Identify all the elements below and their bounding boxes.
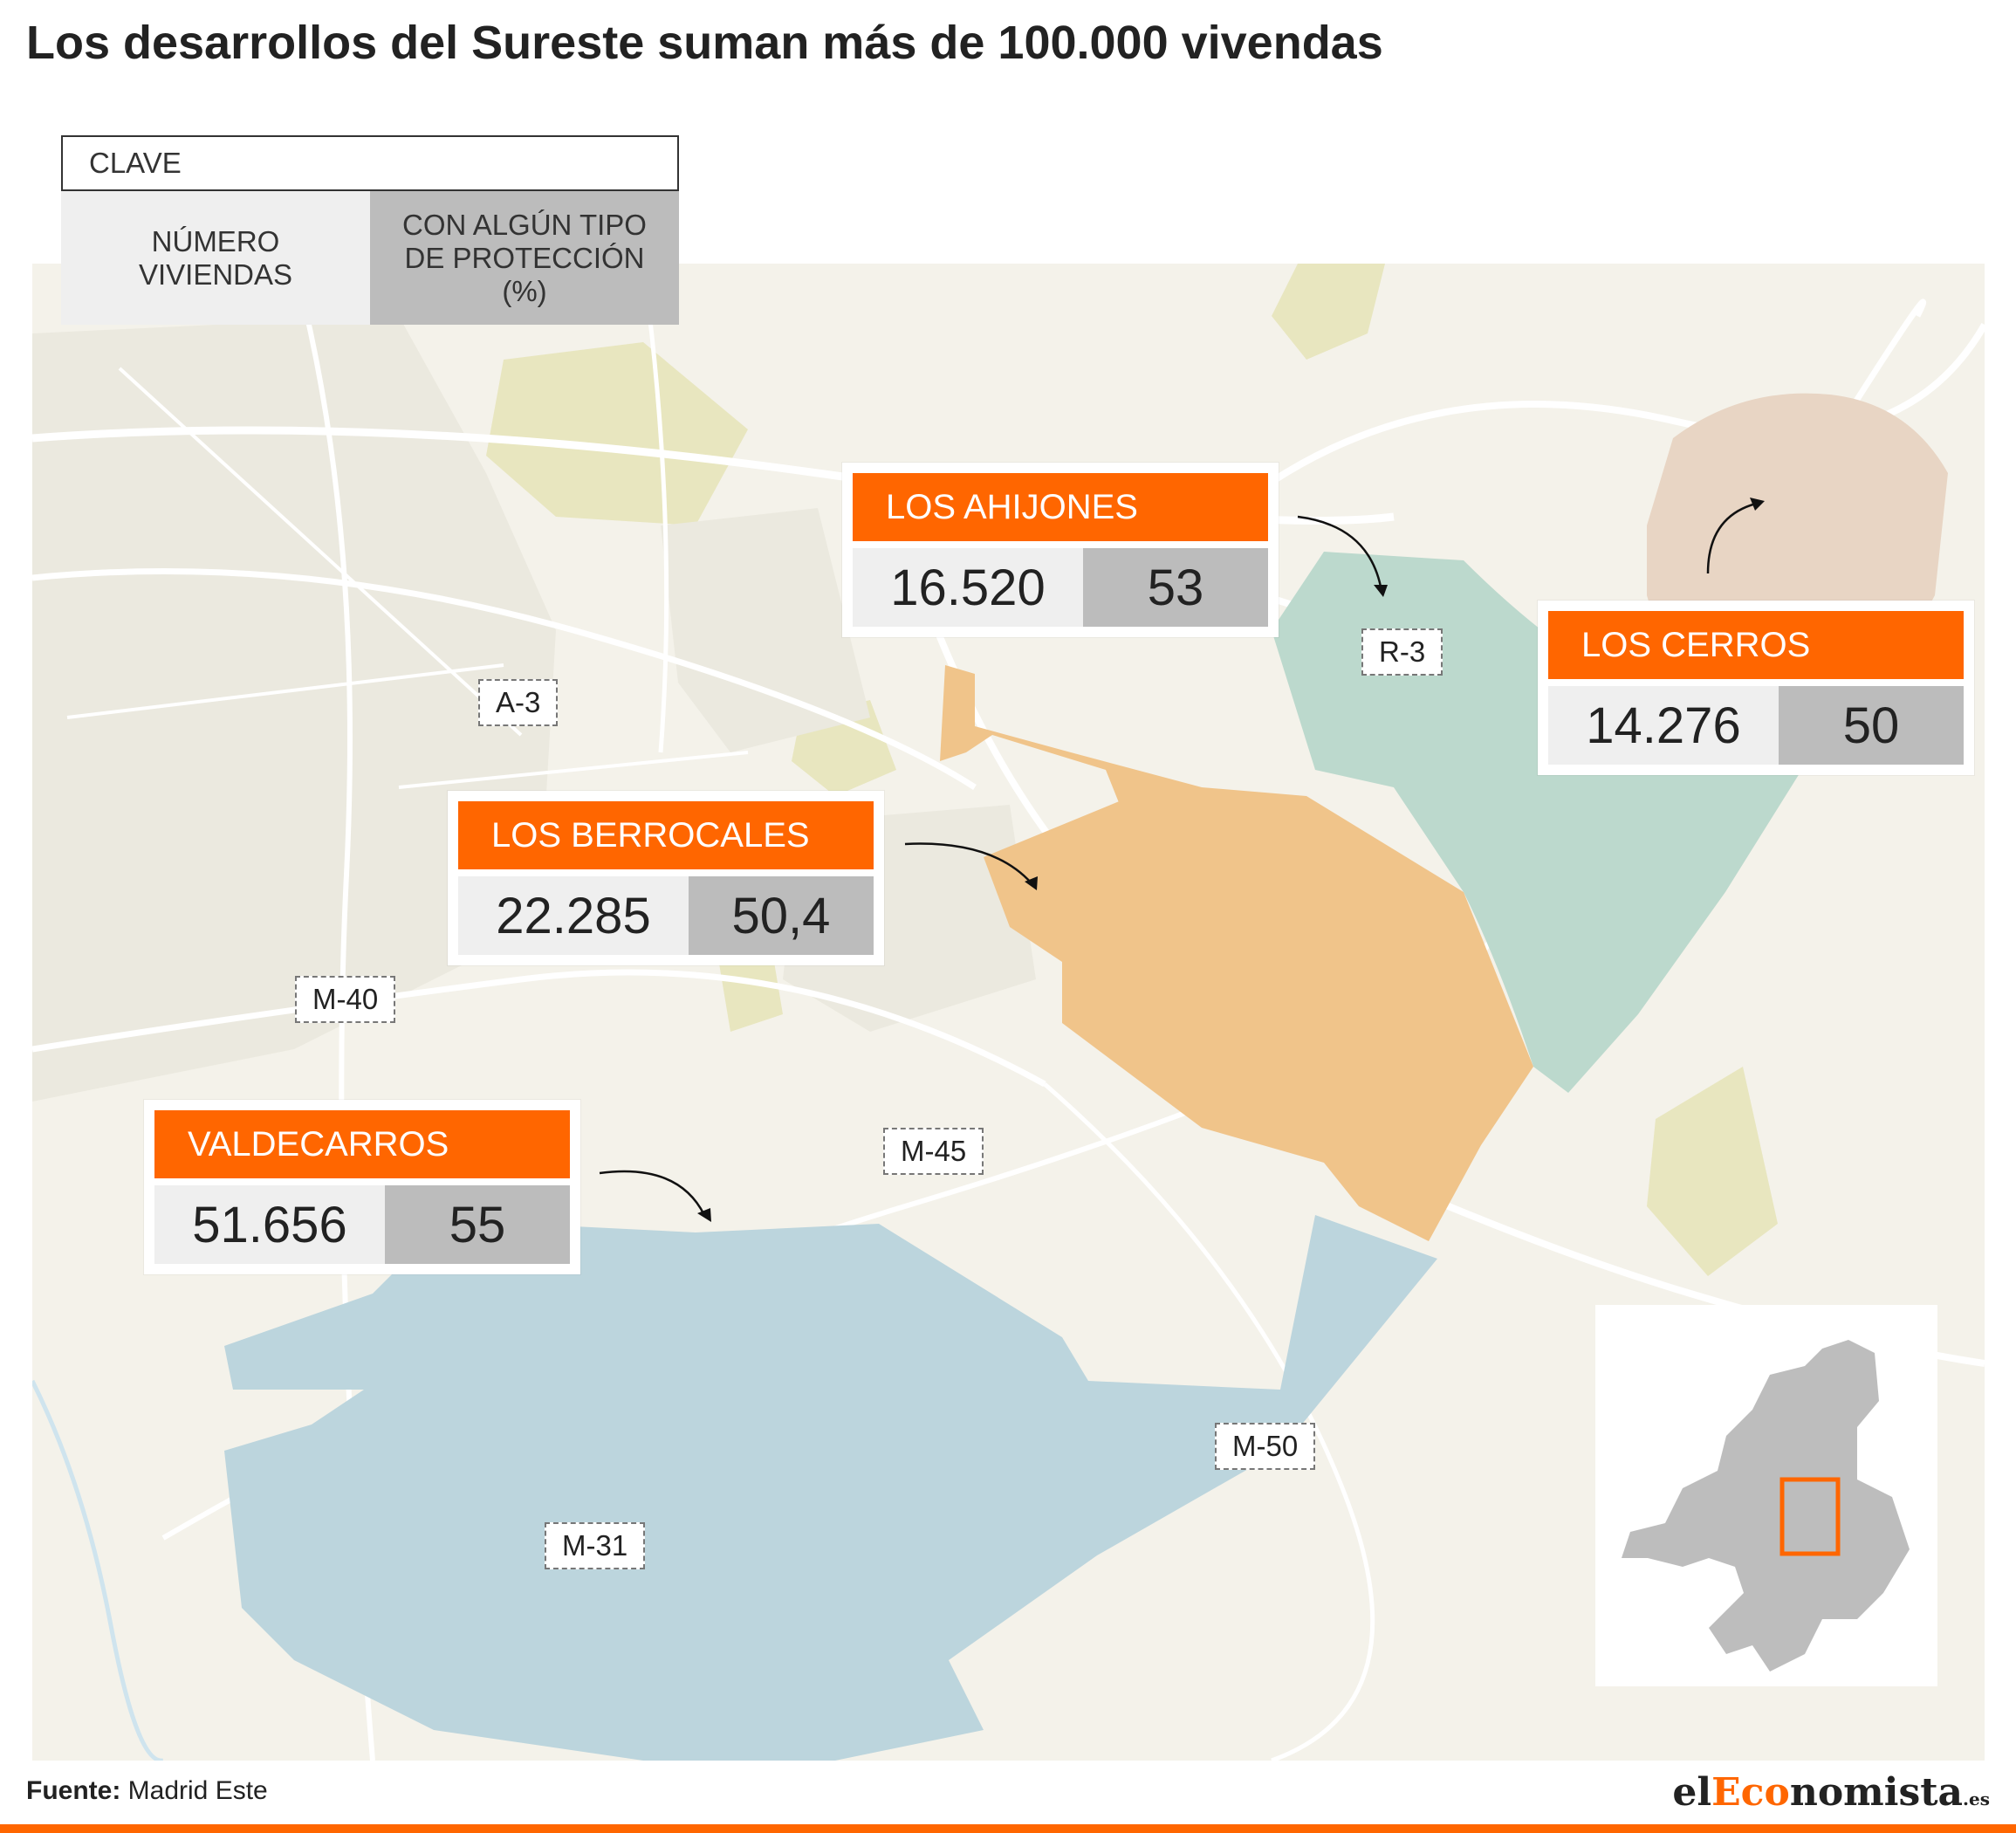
card-values: 51.656 55: [154, 1185, 570, 1264]
road-label-m45: M-45: [883, 1128, 984, 1175]
card-los-ahijones: LOS AHIJONES 16.520 53: [842, 463, 1279, 637]
card-los-berrocales: LOS BERROCALES 22.285 50,4: [448, 791, 884, 965]
legend-head: CLAVE: [61, 135, 679, 191]
los-ahijones-area: [1272, 552, 1813, 1093]
madrid-region-shape: [1622, 1340, 1910, 1672]
card-proteccion: 50,4: [689, 876, 874, 955]
brand-suffix: .es: [1963, 1788, 1990, 1809]
card-title: LOS AHIJONES: [853, 473, 1268, 541]
brand-logo: elEconomista.es: [1672, 1770, 1990, 1815]
source-value: Madrid Este: [127, 1776, 268, 1805]
road-label-a3: A-3: [478, 679, 559, 726]
madrid-region-map: [1622, 1340, 1910, 1672]
brand-part3: nomista: [1789, 1770, 1964, 1815]
card-viviendas: 16.520: [853, 548, 1083, 627]
river: [32, 1379, 164, 1761]
inset-map: [1595, 1305, 1937, 1686]
los-berrocales-area: [940, 665, 1533, 1241]
card-values: 16.520 53: [853, 548, 1268, 627]
valdecarros-area: [224, 1215, 1437, 1761]
card-title: LOS CERROS: [1548, 611, 1964, 679]
pointer-arrows: [599, 502, 1757, 1216]
card-viviendas: 14.276: [1548, 686, 1779, 765]
brand-part1: el: [1672, 1770, 1712, 1815]
legend-row: NÚMERO VIVIENDAS CON ALGÚN TIPO DE PROTE…: [61, 191, 679, 325]
card-values: 14.276 50: [1548, 686, 1964, 765]
los-cerros-area: [1647, 393, 1948, 641]
brand-part2: Eco: [1711, 1770, 1790, 1815]
card-proteccion: 55: [385, 1185, 570, 1264]
card-los-cerros: LOS CERROS 14.276 50: [1538, 601, 1974, 775]
road-label-m31: M-31: [545, 1522, 646, 1569]
card-viviendas: 22.285: [458, 876, 689, 955]
focus-rectangle: [1779, 1477, 1841, 1556]
legend-num-label: NÚMERO VIVIENDAS: [61, 191, 370, 325]
road-label-m50: M-50: [1215, 1423, 1316, 1470]
card-viviendas: 51.656: [154, 1185, 385, 1264]
card-title: LOS BERROCALES: [458, 801, 874, 869]
page-title: Los desarrollos del Sureste suman más de…: [26, 17, 1383, 69]
road-label-r3: R-3: [1361, 628, 1443, 676]
card-title: VALDECARROS: [154, 1110, 570, 1178]
source-label: Fuente:: [26, 1776, 121, 1805]
legend: CLAVE NÚMERO VIVIENDAS CON ALGÚN TIPO DE…: [61, 135, 679, 325]
bottom-accent-bar: [0, 1824, 2016, 1833]
card-proteccion: 50: [1779, 686, 1964, 765]
legend-prot-label: CON ALGÚN TIPO DE PROTECCIÓN (%): [370, 191, 679, 325]
card-valdecarros: VALDECARROS 51.656 55: [144, 1100, 580, 1274]
card-proteccion: 53: [1083, 548, 1268, 627]
source-note: Fuente: Madrid Este: [26, 1776, 268, 1806]
card-values: 22.285 50,4: [458, 876, 874, 955]
road-label-m40: M-40: [295, 976, 396, 1023]
arrow-heads: [697, 498, 1765, 1222]
